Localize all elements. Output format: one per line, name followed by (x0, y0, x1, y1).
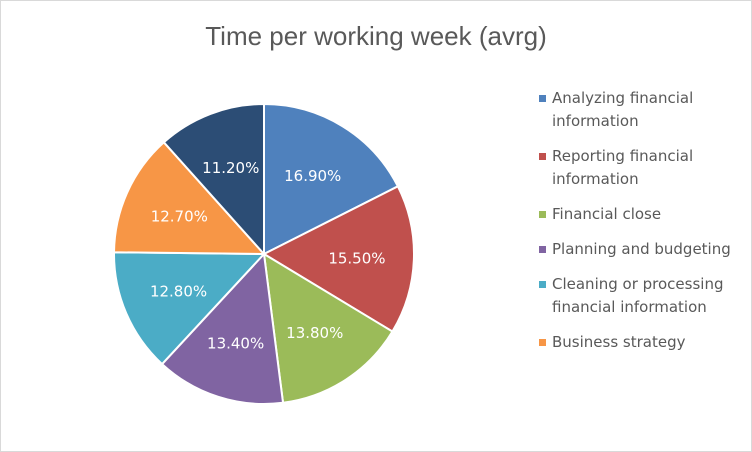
legend-swatch (539, 211, 546, 218)
pie-slice-planning-and-budgeting-3 (160, 251, 285, 405)
legend-label: Financial close (552, 205, 662, 223)
legend-item-cleaning-or-processing-financial-information: Cleaning or processing financial informa… (539, 273, 744, 319)
legend-item-planning-and-budgeting: Planning and budgeting (539, 238, 744, 261)
pie-slice-cleaning-or-processing-financial-information-4 (113, 251, 267, 366)
legend-label: Business strategy (552, 333, 686, 351)
data-label-4: 12.80% (150, 283, 207, 301)
data-label-5: 12.70% (151, 208, 208, 226)
legend-label: Analyzing financial information (552, 89, 694, 130)
data-label-6: 11.20% (202, 159, 259, 177)
legend-swatch (539, 246, 546, 253)
legend-swatch (539, 153, 546, 160)
legend-swatch (539, 339, 546, 346)
data-label-2: 13.80% (286, 324, 343, 342)
legend-label: Cleaning or processing financial informa… (552, 275, 724, 316)
legend-swatch (539, 281, 546, 288)
legend-item-reporting-financial-information: Reporting financial information (539, 145, 744, 191)
legend-item-business-strategy: Business strategy (539, 331, 744, 354)
legend-item-analyzing-financial-information: Analyzing financial information (539, 87, 744, 133)
legend-label: Planning and budgeting (552, 240, 731, 258)
chart-legend: Analyzing financial information Reporting… (539, 87, 744, 366)
chart-title: Time per working week (avrg) (205, 21, 547, 51)
legend-label: Reporting financial information (552, 147, 694, 188)
data-label-0: 16.90% (284, 167, 341, 185)
data-label-3: 13.40% (207, 335, 264, 353)
pie-slice-analyzing-financial-information-0 (263, 102, 400, 256)
legend-swatch (539, 95, 546, 102)
pie-slice-reporting-financial-information-1 (261, 184, 415, 333)
pie-slice-financial-close-2 (262, 252, 394, 404)
pie-slice-unlabeled-6 (162, 102, 265, 257)
pie-slice-business-strategy-5 (112, 140, 267, 256)
legend-item-financial-close: Financial close (539, 203, 744, 226)
data-label-1: 15.50% (328, 249, 385, 267)
